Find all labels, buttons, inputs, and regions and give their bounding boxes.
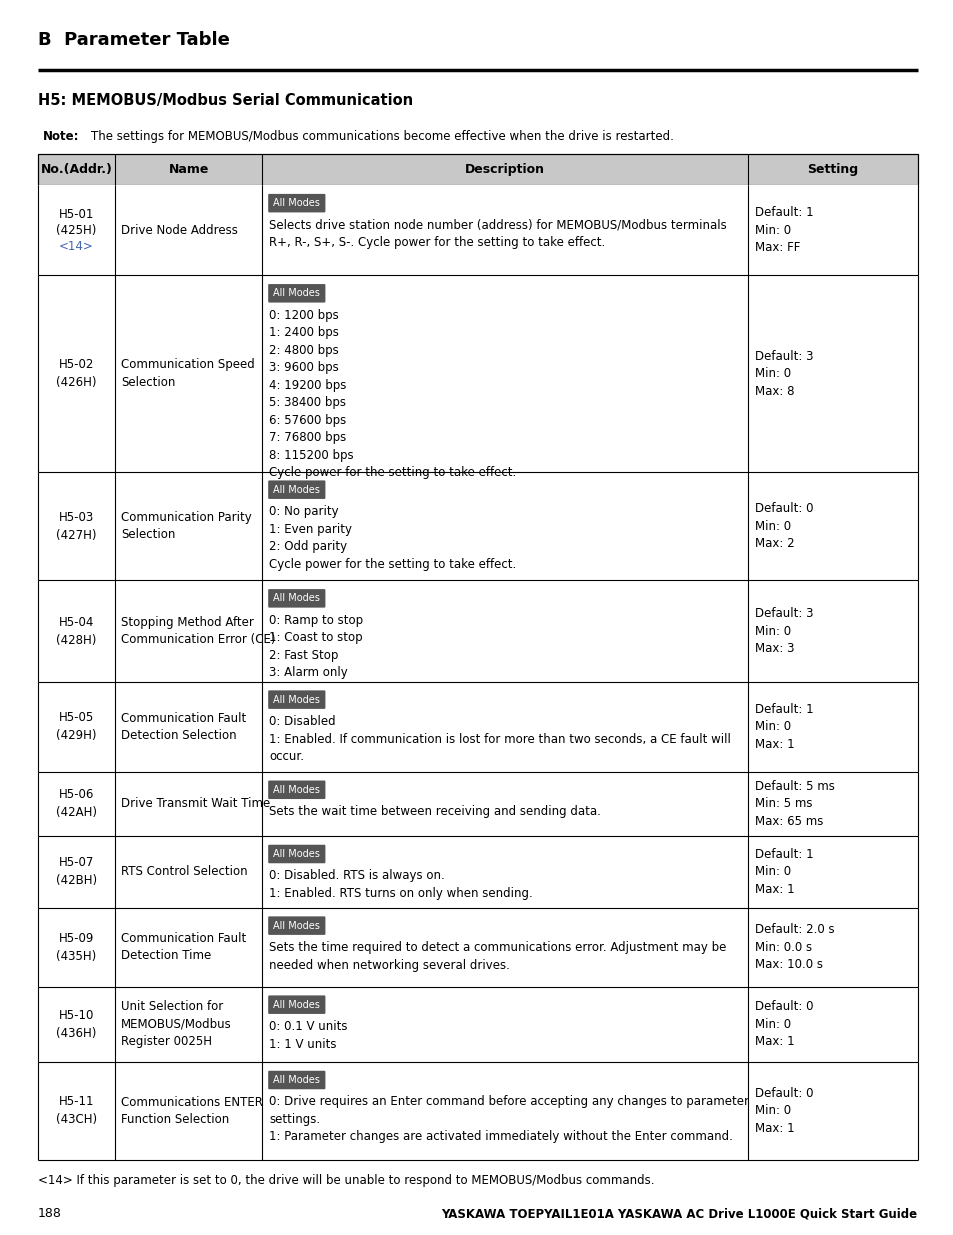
Text: All Modes: All Modes [274,694,320,705]
FancyBboxPatch shape [268,194,325,212]
Text: 0: Ramp to stop
1: Coast to stop
2: Fast Stop
3: Alarm only: 0: Ramp to stop 1: Coast to stop 2: Fast… [269,614,363,679]
Text: All Modes: All Modes [274,848,320,860]
Text: H5-01: H5-01 [59,207,94,221]
Text: 0: 0.1 V units
1: 1 V units: 0: 0.1 V units 1: 1 V units [269,1020,347,1051]
FancyBboxPatch shape [268,781,325,799]
Text: Default: 0
Min: 0
Max: 1: Default: 0 Min: 0 Max: 1 [754,1000,812,1049]
Text: Communication Parity
Selection: Communication Parity Selection [121,511,252,541]
Text: 0: Drive requires an Enter command before accepting any changes to parameter
set: 0: Drive requires an Enter command befor… [269,1095,748,1144]
Text: All Modes: All Modes [274,784,320,795]
Text: All Modes: All Modes [274,593,320,604]
Text: All Modes: All Modes [274,999,320,1010]
Text: Default: 3
Min: 0
Max: 8: Default: 3 Min: 0 Max: 8 [754,350,812,398]
Text: H5-03
(427H): H5-03 (427H) [56,510,96,542]
Text: Sets the time required to detect a communications error. Adjustment may be
neede: Sets the time required to detect a commu… [269,941,726,972]
Text: 0: Disabled
1: Enabled. If communication is lost for more than two seconds, a CE: 0: Disabled 1: Enabled. If communication… [269,715,730,763]
Text: Setting: Setting [806,163,858,177]
Text: H5-11
(43CH): H5-11 (43CH) [56,1095,97,1126]
Text: 0: Disabled. RTS is always on.
1: Enabled. RTS turns on only when sending.: 0: Disabled. RTS is always on. 1: Enable… [269,869,533,900]
Text: All Modes: All Modes [274,288,320,299]
Text: H5-02
(426H): H5-02 (426H) [56,358,96,389]
Text: 188: 188 [38,1207,62,1220]
Text: Communications ENTER
Function Selection: Communications ENTER Function Selection [121,1095,263,1126]
Bar [38,908,917,987]
Bar [38,275,917,472]
Text: Default: 3
Min: 0
Max: 3: Default: 3 Min: 0 Max: 3 [754,608,812,655]
Text: Note:: Note: [43,130,79,143]
Text: All Modes: All Modes [274,920,320,931]
FancyBboxPatch shape [268,690,325,709]
Bar [38,154,917,185]
Bar [38,682,917,772]
Text: Communication Fault
Detection Time: Communication Fault Detection Time [121,932,247,962]
Bar [38,772,917,836]
Text: H5-06
(42AH): H5-06 (42AH) [56,788,97,820]
Text: H5-07
(42BH): H5-07 (42BH) [56,856,97,888]
Text: RTS Control Selection: RTS Control Selection [121,866,248,878]
Bar [38,836,917,908]
Bar [38,987,917,1062]
Text: 0: 1200 bps
1: 2400 bps
2: 4800 bps
3: 9600 bps
4: 19200 bps
5: 38400 bps
6: 576: 0: 1200 bps 1: 2400 bps 2: 4800 bps 3: 9… [269,309,516,479]
FancyBboxPatch shape [268,284,325,303]
Text: Default: 0
Min: 0
Max: 2: Default: 0 Min: 0 Max: 2 [754,503,812,550]
Text: Sets the wait time between receiving and sending data.: Sets the wait time between receiving and… [269,805,600,819]
Text: H5: MEMOBUS/Modbus Serial Communication: H5: MEMOBUS/Modbus Serial Communication [38,93,413,107]
Bar [38,580,917,682]
Text: Default: 1
Min: 0
Max: 1: Default: 1 Min: 0 Max: 1 [754,848,813,895]
Text: Name: Name [169,163,209,177]
Text: All Modes: All Modes [274,198,320,209]
Text: Default: 0
Min: 0
Max: 1: Default: 0 Min: 0 Max: 1 [754,1087,812,1135]
Text: Description: Description [465,163,545,177]
Bar [38,472,917,580]
Text: 0: No parity
1: Even parity
2: Odd parity
Cycle power for the setting to take ef: 0: No parity 1: Even parity 2: Odd parit… [269,505,516,571]
Text: Drive Transmit Wait Time: Drive Transmit Wait Time [121,798,271,810]
FancyBboxPatch shape [268,845,325,863]
Text: <14>: <14> [59,240,93,253]
Text: Communication Speed
Selection: Communication Speed Selection [121,358,254,389]
Text: (425H): (425H) [56,224,96,237]
Text: H5-04
(428H): H5-04 (428H) [56,615,96,647]
Text: YASKAWA TOEPYAIL1E01A YASKAWA AC Drive L1000E Quick Start Guide: YASKAWA TOEPYAIL1E01A YASKAWA AC Drive L… [441,1207,917,1220]
FancyBboxPatch shape [268,589,325,608]
Text: B  Parameter Table: B Parameter Table [38,31,230,49]
Bar [38,1062,917,1160]
Text: H5-09
(435H): H5-09 (435H) [56,931,96,963]
FancyBboxPatch shape [268,480,325,499]
Text: H5-05
(429H): H5-05 (429H) [56,711,96,742]
Bar [38,185,917,275]
Text: Selects drive station node number (address) for MEMOBUS/Modbus terminals
R+, R-,: Selects drive station node number (addre… [269,219,726,249]
Text: Unit Selection for
MEMOBUS/Modbus
Register 0025H: Unit Selection for MEMOBUS/Modbus Regist… [121,1000,232,1049]
Text: Stopping Method After
Communication Error (CE): Stopping Method After Communication Erro… [121,616,275,646]
FancyBboxPatch shape [268,995,325,1014]
Text: Default: 5 ms
Min: 5 ms
Max: 65 ms: Default: 5 ms Min: 5 ms Max: 65 ms [754,781,834,827]
Text: Default: 1
Min: 0
Max: FF: Default: 1 Min: 0 Max: FF [754,206,813,254]
Text: H5-10
(436H): H5-10 (436H) [56,1009,96,1040]
Text: All Modes: All Modes [274,484,320,495]
Text: Communication Fault
Detection Selection: Communication Fault Detection Selection [121,711,247,742]
Text: Default: 1
Min: 0
Max: 1: Default: 1 Min: 0 Max: 1 [754,703,813,751]
Text: Default: 2.0 s
Min: 0.0 s
Max: 10.0 s: Default: 2.0 s Min: 0.0 s Max: 10.0 s [754,924,834,971]
Text: The settings for MEMOBUS/Modbus communications become effective when the drive i: The settings for MEMOBUS/Modbus communic… [91,130,673,143]
Text: <14> If this parameter is set to 0, the drive will be unable to respond to MEMOB: <14> If this parameter is set to 0, the … [38,1174,654,1188]
FancyBboxPatch shape [268,1071,325,1089]
FancyBboxPatch shape [268,916,325,935]
Text: All Modes: All Modes [274,1074,320,1086]
Text: No.(Addr.): No.(Addr.) [40,163,112,177]
Text: Drive Node Address: Drive Node Address [121,224,238,237]
